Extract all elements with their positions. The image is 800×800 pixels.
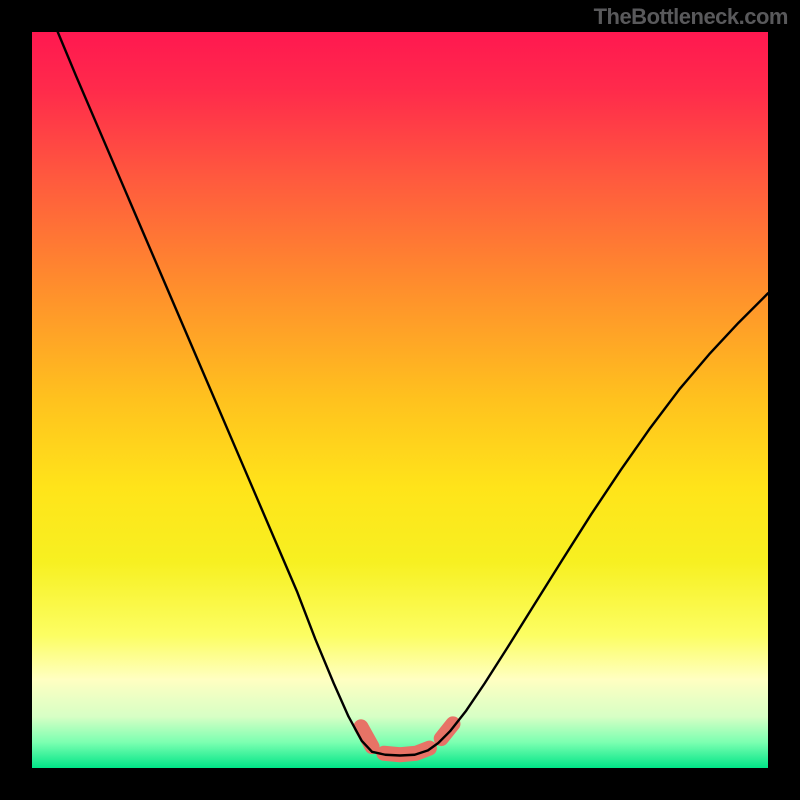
curve-layer xyxy=(32,32,768,768)
outer-frame: TheBottleneck.com xyxy=(0,0,800,800)
watermark-text: TheBottleneck.com xyxy=(594,4,788,30)
bottleneck-curve xyxy=(58,32,768,755)
plot-area xyxy=(32,32,768,768)
marker-segment xyxy=(361,727,372,747)
